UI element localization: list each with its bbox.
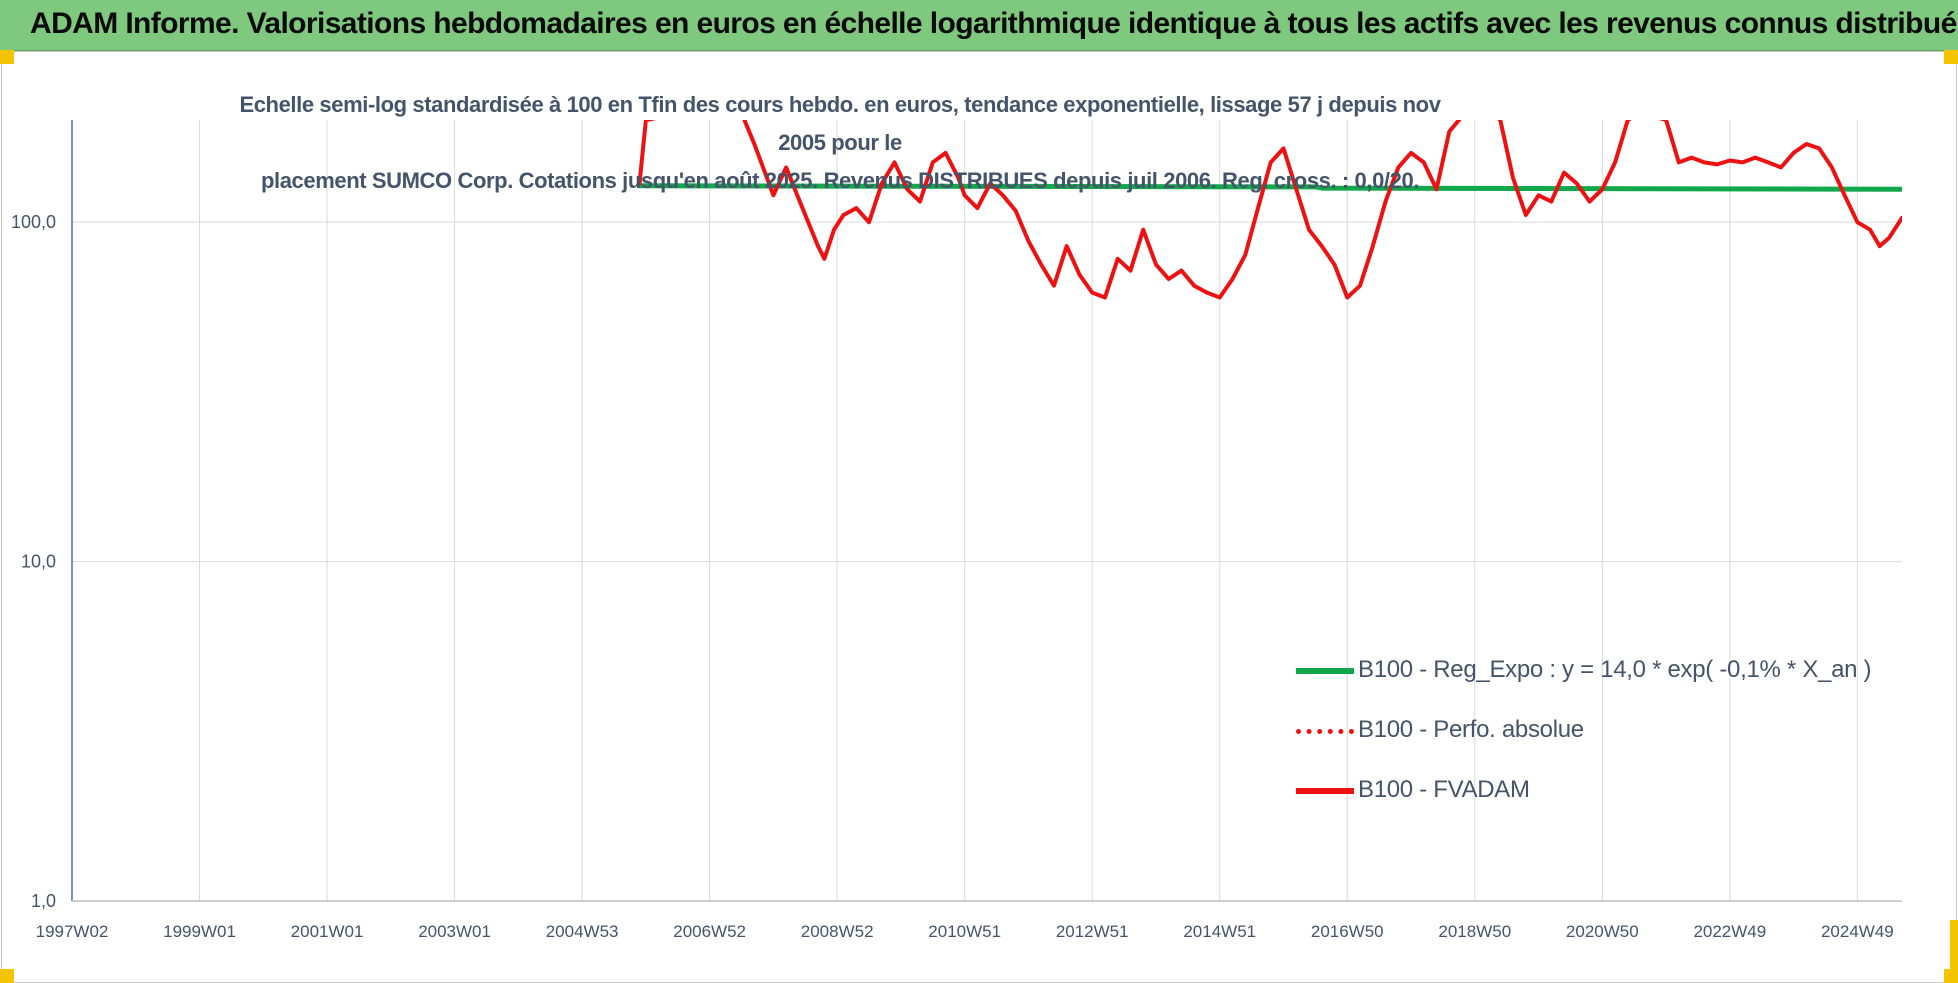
legend-label: B100 - Reg_Expo : y = 14,0 * exp( -0,1% … xyxy=(1358,656,1872,683)
legend-swatch-green-line xyxy=(1296,668,1354,674)
legend-label: B100 - FVADAM xyxy=(1358,776,1530,803)
x-tick-label: 2016W50 xyxy=(1311,922,1384,941)
banner-title: ADAM Informe. Valorisations hebdomadaire… xyxy=(30,7,1958,40)
x-tick-label: 2006W52 xyxy=(673,922,746,941)
corner-marker xyxy=(1944,969,1958,983)
chart-subtitle: Echelle semi-log standardisée à 100 en T… xyxy=(230,86,1450,200)
corner-marker xyxy=(0,969,14,983)
x-tick-label: 2010W51 xyxy=(928,922,1001,941)
x-tick-label: 2004W53 xyxy=(546,922,619,941)
x-tick-label: 1997W02 xyxy=(36,922,109,941)
y-tick-label: 1,0 xyxy=(31,891,56,911)
x-tick-label: 2012W51 xyxy=(1056,922,1129,941)
legend-swatch-red-line xyxy=(1296,788,1354,794)
x-tick-label: 2022W49 xyxy=(1693,922,1766,941)
x-tick-label: 2018W50 xyxy=(1438,922,1511,941)
corner-marker xyxy=(1944,50,1958,64)
legend-swatch-dotted-red xyxy=(1296,729,1354,734)
corner-marker xyxy=(1950,920,1958,969)
x-tick-label: 2001W01 xyxy=(291,922,364,941)
corner-marker xyxy=(0,50,14,64)
page-banner: ADAM Informe. Valorisations hebdomadaire… xyxy=(0,0,1958,51)
x-tick-label: 2003W01 xyxy=(418,922,491,941)
y-tick-label: 100,0 xyxy=(11,212,56,232)
x-tick-label: 2014W51 xyxy=(1183,922,1256,941)
x-tick-label: 2008W52 xyxy=(801,922,874,941)
x-tick-label: 2020W50 xyxy=(1566,922,1639,941)
y-tick-label: 10,0 xyxy=(21,552,56,572)
chart-subtitle-line: placement SUMCO Corp. Cotations jusqu'en… xyxy=(260,168,1420,193)
reg-expo-series-line xyxy=(637,183,1902,192)
x-tick-label: 2024W49 xyxy=(1821,922,1894,941)
chart-subtitle-line: Echelle semi-log standardisée à 100 en T… xyxy=(239,92,1441,155)
fvadam-series-line xyxy=(637,120,1902,300)
legend-label: B100 - Perfo. absolue xyxy=(1358,716,1584,743)
x-tick-label: 1999W01 xyxy=(163,922,236,941)
